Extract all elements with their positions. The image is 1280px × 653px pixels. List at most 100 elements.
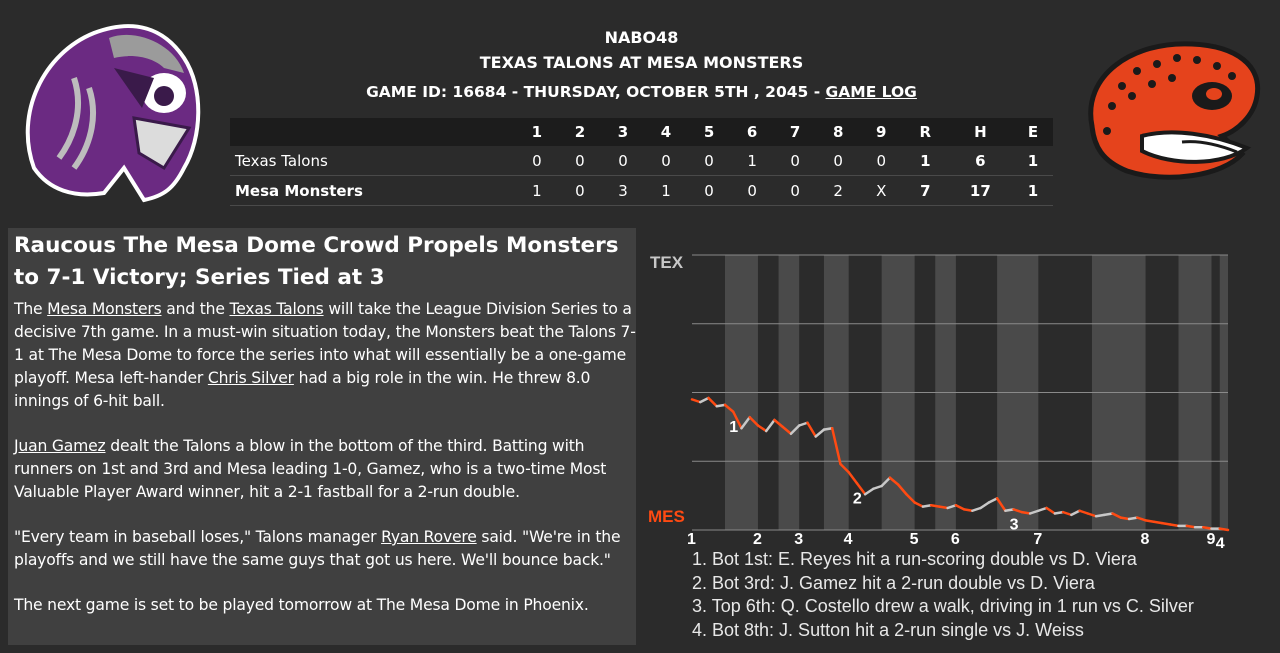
y-axis-bottom-label: MES (648, 507, 685, 526)
header-hits: H (947, 118, 1013, 146)
win-probability-segment (748, 416, 760, 427)
inning-score: 1 (730, 146, 774, 176)
win-probability-segment (905, 493, 916, 504)
y-axis-top-label: TEX (650, 253, 684, 272)
inning-score: 0 (687, 175, 731, 206)
inning-score: 3 (601, 175, 645, 206)
inning-score: 0 (644, 146, 688, 176)
header-inning-4: 4 (644, 118, 688, 146)
total-hits: 17 (947, 175, 1013, 206)
win-probability-segment (1185, 524, 1197, 529)
win-probability-segment (731, 410, 743, 430)
text: had a big role in the win. He threw 8.0 … (14, 369, 591, 410)
inning-score: 0 (558, 146, 602, 176)
text: dealt the Talons a blow in the bottom of… (14, 437, 607, 501)
win-probability-segment (1037, 506, 1048, 512)
inning-score: 0 (773, 146, 817, 176)
key-events-list: 1. Bot 1st: E. Reyes hit a run-scoring d… (692, 548, 1194, 642)
header-inning-7: 7 (773, 118, 817, 146)
win-probability-segment (987, 497, 999, 504)
header-inning-2: 2 (558, 118, 602, 146)
win-probability-segment (797, 421, 809, 427)
win-probability-segment (1094, 513, 1106, 518)
text: The (14, 300, 48, 318)
win-probability-segment (1152, 520, 1164, 525)
win-probability-segment (888, 476, 900, 486)
win-probability-segment (740, 416, 751, 430)
win-probability-segment (863, 487, 875, 496)
header-runs: R (902, 118, 948, 146)
event-marker-label: 1 (729, 419, 738, 436)
win-probability-segment (707, 396, 718, 408)
win-probability-segment (1045, 506, 1057, 515)
article-headline: Raucous The Mesa Dome Crowd Propels Mons… (14, 233, 619, 290)
chart-grid (692, 254, 1228, 531)
header-inning-5: 5 (687, 118, 731, 146)
win-probability-segment (806, 421, 817, 438)
key-event: 4. Bot 8th: J. Sutton hit a 2-run single… (692, 619, 1084, 640)
header-team (230, 118, 516, 146)
win-probability-segment (1127, 516, 1139, 521)
x-axis-tick-label: 4 (844, 531, 853, 548)
win-probability-segment (1004, 508, 1015, 512)
event-marker-label: 4 (1216, 536, 1225, 548)
x-axis-tick-label: 7 (1033, 531, 1042, 548)
x-axis-tick-label: 6 (951, 531, 960, 548)
game-recap-article: Raucous The Mesa Dome Crowd Propels Mons… (8, 228, 636, 645)
win-probability-segment (756, 424, 768, 433)
person-link-ryan-rovere[interactable]: Ryan Rovere (381, 528, 477, 546)
article-paragraph: The next game is set to be played tomorr… (14, 596, 589, 614)
win-probability-segment (1160, 521, 1172, 526)
win-probability-segment (872, 484, 883, 490)
text: "Every team in baseball loses," Talons m… (14, 528, 382, 546)
win-probability-lines (690, 396, 1230, 532)
win-probability-segment (1136, 516, 1147, 522)
game-info-text: GAME ID: 16684 - THURSDAY, OCTOBER 5TH ,… (366, 83, 826, 101)
win-probability-segment (1028, 509, 1040, 515)
inning-score: 0 (515, 146, 559, 176)
win-probability-segment (723, 403, 735, 413)
event-markers: 1 2 3 4 (729, 419, 1225, 548)
inning-score: 0 (773, 175, 817, 206)
win-probability-segment (822, 427, 834, 431)
total-hits: 6 (947, 146, 1013, 176)
win-probability-segment (1144, 519, 1156, 523)
matchup-title: TEXAS TALONS AT MESA MONSTERS (479, 53, 804, 72)
team-link-texas-talons[interactable]: Texas Talons (229, 300, 324, 318)
player-link-juan-gamez[interactable]: Juan Gamez (14, 437, 106, 455)
win-probability-segment (979, 501, 991, 510)
win-probability-segment (896, 483, 908, 496)
win-probability-segment (954, 504, 966, 511)
team-name: Mesa Monsters (230, 175, 516, 206)
win-probability-segment (1020, 510, 1032, 515)
linescore-row-away: Texas Talons 0 0 0 0 0 1 0 0 0 1 6 1 (230, 146, 1053, 176)
win-probability-segment (962, 508, 974, 512)
inning-score: 1 (644, 175, 688, 206)
win-probability-segment (855, 482, 867, 496)
team-link-mesa-monsters[interactable]: Mesa Monsters (47, 300, 162, 318)
header-inning-1: 1 (515, 118, 559, 146)
win-probability-segment (1218, 527, 1230, 532)
header-inning-3: 3 (601, 118, 645, 146)
linescore-row-home: Mesa Monsters 1 0 3 1 0 0 0 2 X 7 17 1 (230, 175, 1053, 206)
win-probability-segment (773, 418, 784, 429)
win-probability-segment (1202, 526, 1213, 530)
win-probability-segment (880, 476, 892, 488)
win-probability-segment (839, 462, 850, 474)
win-probability-segment (1169, 523, 1180, 528)
inning-score: 0 (601, 146, 645, 176)
win-probability-segment (715, 403, 727, 408)
game-log-link[interactable]: GAME LOG (825, 83, 917, 101)
x-axis-tick-label: 5 (910, 531, 919, 548)
win-probability-segment (789, 424, 801, 435)
key-event: 2. Bot 3rd: J. Gamez hit a 2-run double … (692, 572, 1095, 593)
player-link-chris-silver[interactable]: Chris Silver (207, 369, 294, 387)
total-errors: 1 (1012, 175, 1053, 206)
win-probability-segment (929, 504, 941, 508)
inning-score: X (859, 175, 903, 206)
win-probability-segment (995, 497, 1007, 512)
win-probability-segment (1119, 516, 1131, 521)
linescore-header-row: 1 2 3 4 5 6 7 8 9 R H E (230, 118, 1053, 146)
win-probability-segment (1111, 512, 1123, 519)
win-probability-segment (764, 418, 776, 433)
